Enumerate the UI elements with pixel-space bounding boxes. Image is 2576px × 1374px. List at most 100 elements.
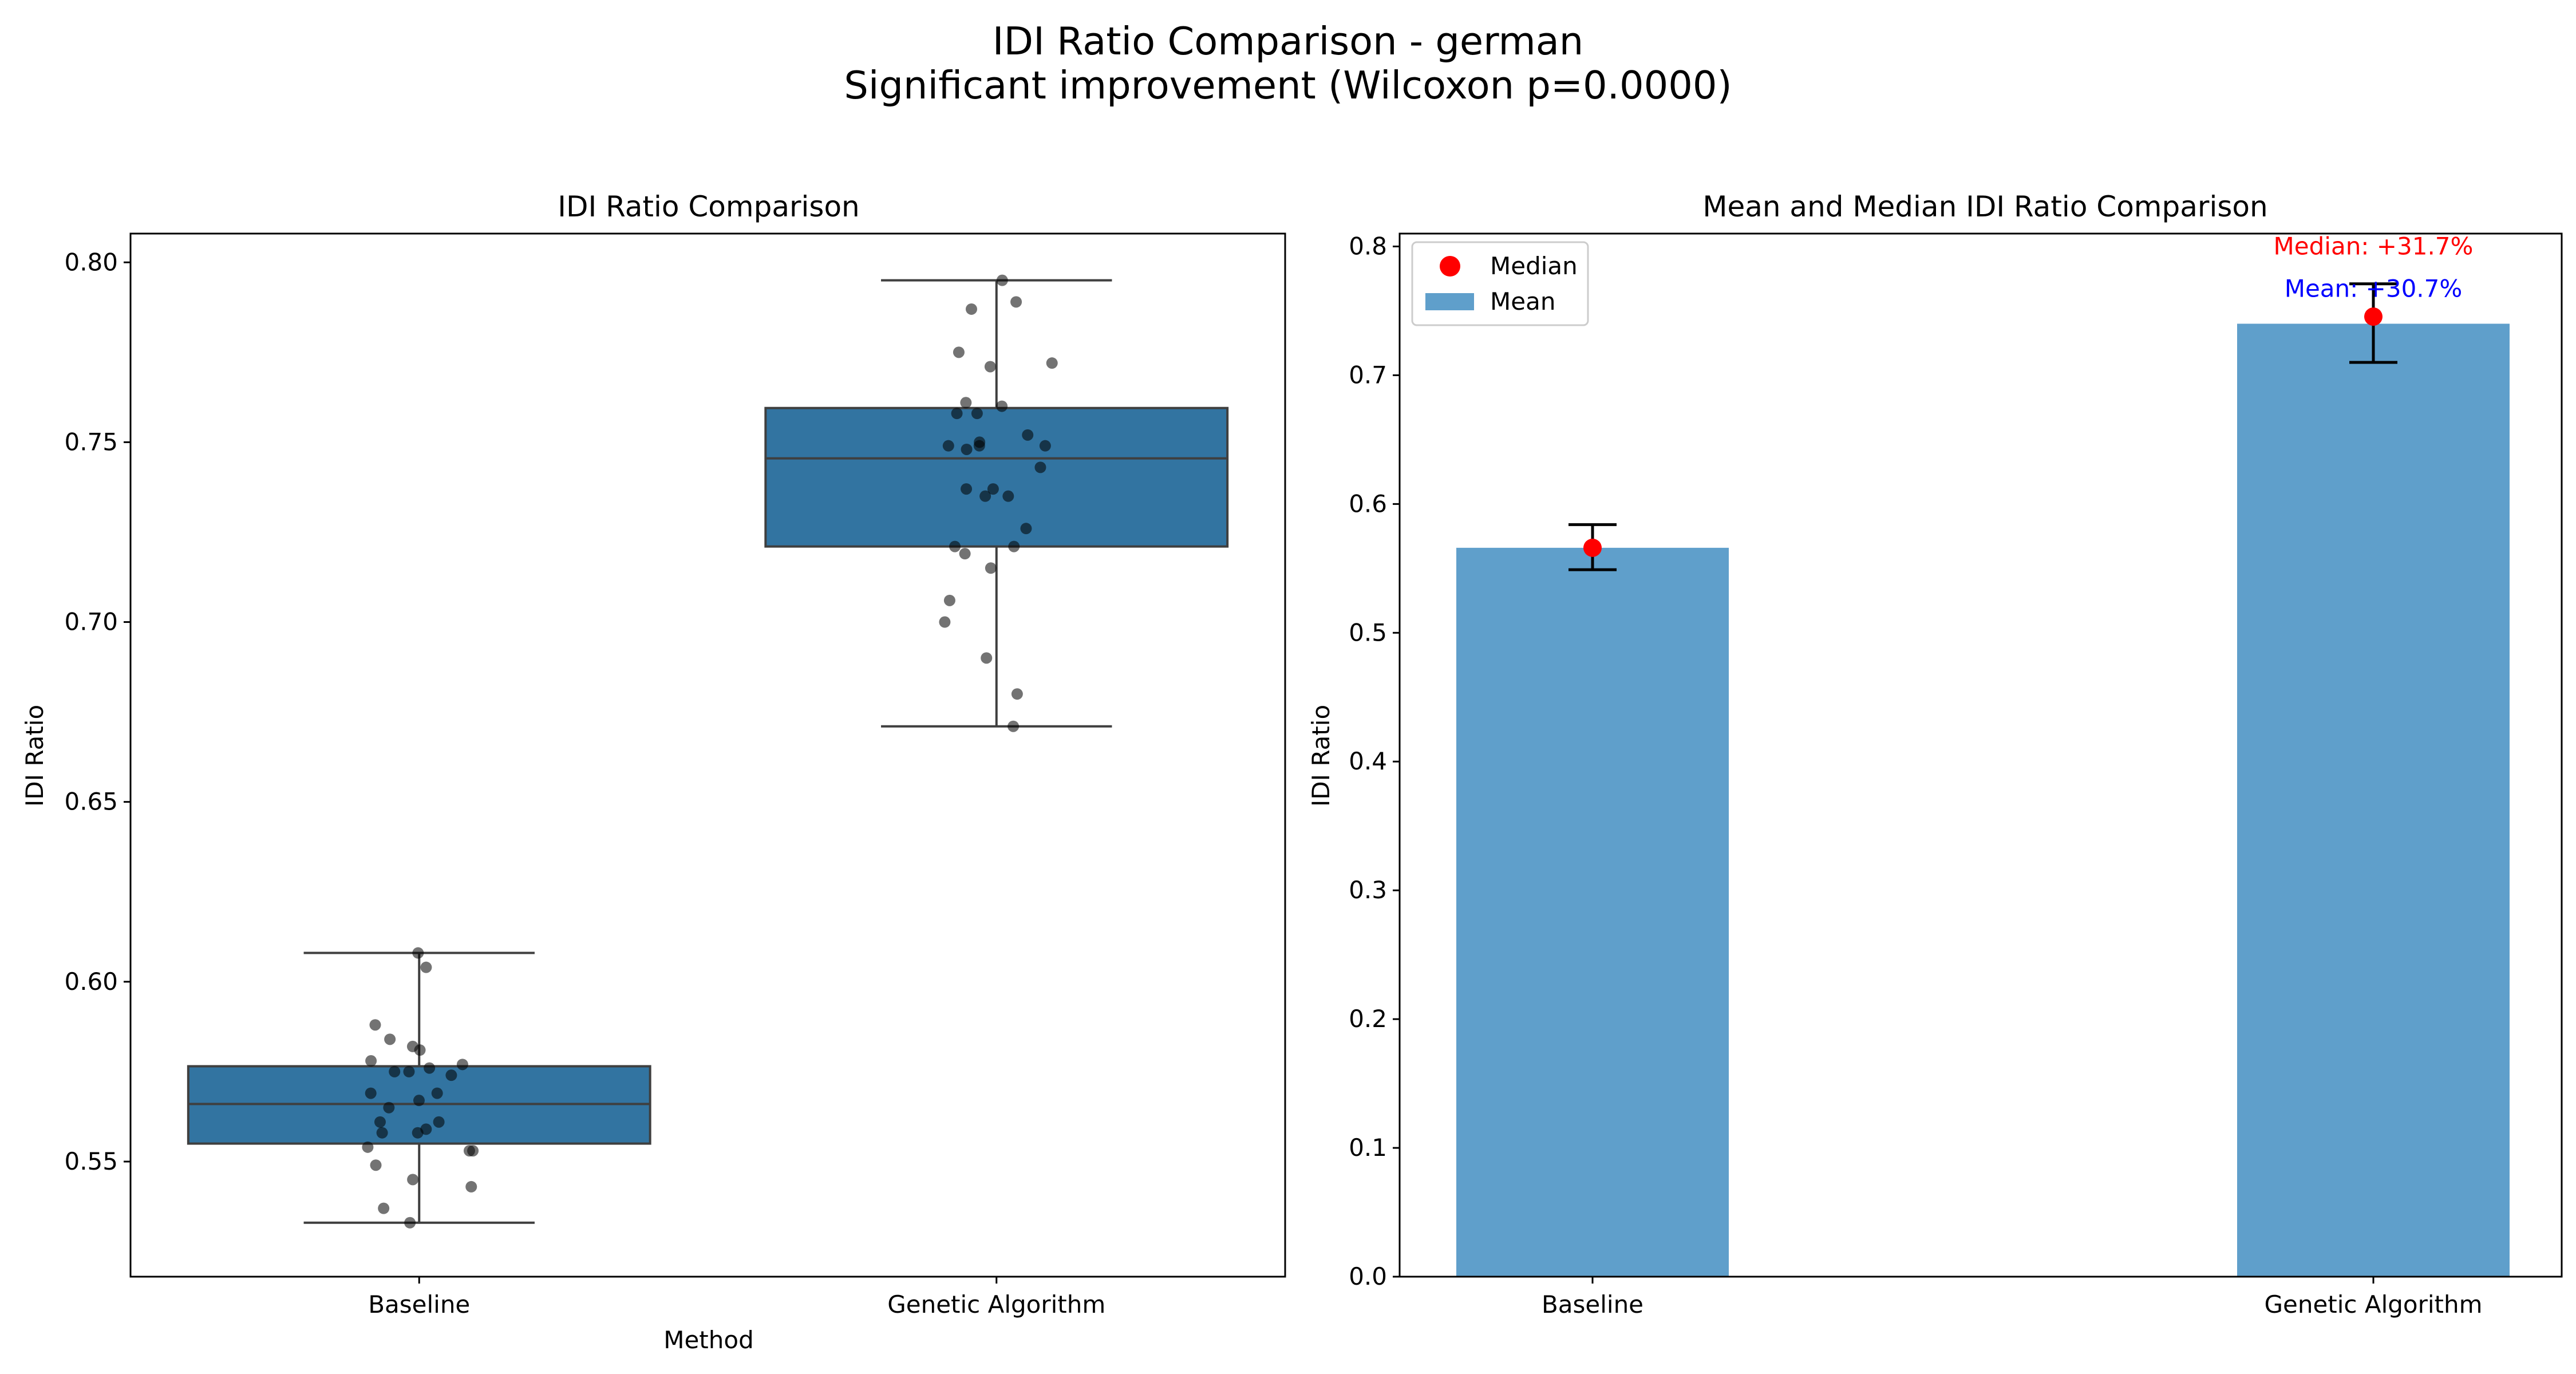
y-tick-label: 0.55 (64, 1147, 118, 1175)
bar-chart-title: Mean and Median IDI Ratio Comparison (1702, 190, 2267, 223)
data-point (378, 1202, 390, 1214)
data-point (996, 400, 1008, 412)
data-point (1008, 540, 1020, 552)
plot-frame (129, 232, 1286, 1278)
data-point (943, 594, 955, 606)
percent-change-annotation: Mean: +30.7% (2285, 275, 2463, 303)
y-tick-label: 0.80 (64, 248, 118, 276)
legend-mean-swatch (1425, 293, 1474, 310)
data-point (939, 616, 951, 628)
data-point (374, 1116, 386, 1128)
data-point (1039, 440, 1051, 452)
data-point (365, 1087, 377, 1099)
y-tick-label: 0.0 (1349, 1262, 1387, 1290)
data-point (467, 1145, 479, 1157)
median-marker (2364, 307, 2383, 326)
data-point (951, 408, 963, 420)
data-point (376, 1127, 388, 1139)
y-tick-label: 0.75 (64, 428, 118, 456)
suptitle-line-1: IDI Ratio Comparison - german (993, 19, 1584, 64)
bar-chart-y-axis-label: IDI Ratio (1307, 705, 1335, 807)
data-point (961, 443, 973, 455)
data-point (383, 1101, 395, 1114)
data-point (412, 947, 424, 959)
data-point (985, 562, 997, 574)
data-point (1046, 357, 1058, 369)
data-point (971, 408, 983, 420)
data-point (456, 1059, 468, 1071)
plot-frame (1398, 232, 2563, 1278)
box-plot-y-axis-label: IDI Ratio (21, 705, 49, 807)
bar-chart: Mean and Median IDI Ratio Comparison 0.0… (1307, 190, 2563, 1318)
data-point (412, 1127, 424, 1139)
data-point (404, 1217, 416, 1229)
box-plot-x-axis-label: Method (663, 1326, 754, 1354)
data-point (465, 1180, 477, 1193)
data-point (996, 274, 1008, 286)
data-point (433, 1116, 445, 1128)
data-point (953, 346, 965, 358)
y-tick-label: 0.4 (1349, 747, 1387, 775)
box-iqr (764, 406, 1229, 548)
data-point (389, 1065, 401, 1077)
legend: Median Mean (1411, 241, 1589, 326)
box-plot-chart: IDI Ratio Comparison 0.55 0.60 0.65 0.70 0.7… (21, 190, 1286, 1354)
data-point (362, 1141, 374, 1153)
data-point (413, 1095, 425, 1107)
y-tick-label: 0.65 (64, 788, 118, 816)
x-tick-label: Genetic Algorithm (887, 1290, 1105, 1318)
box-plot-title: IDI Ratio Comparison (558, 190, 860, 223)
data-point (431, 1087, 443, 1099)
data-point (403, 1065, 415, 1077)
data-point (965, 303, 977, 315)
data-point (960, 397, 972, 409)
percent-change-annotation: Median: +31.7% (2274, 232, 2474, 260)
legend-median-marker (1440, 256, 1460, 277)
y-tick-label: 0.5 (1349, 618, 1387, 646)
data-point (369, 1019, 381, 1031)
mean-bar (2237, 323, 2510, 1277)
y-tick-label: 0.1 (1349, 1134, 1387, 1162)
bar-plot-area: 0.0 0.1 0.2 0.3 0.4 0.5 0.6 0.7 0.8 Baseline Genet… (1349, 232, 2563, 1318)
data-point (1034, 461, 1046, 473)
legend-median-label: Median (1490, 252, 1578, 280)
data-point (370, 1159, 382, 1171)
median-marker (1583, 538, 1602, 557)
data-point (1008, 720, 1020, 732)
data-point (942, 440, 954, 452)
data-point (959, 548, 971, 560)
x-tick-label: Baseline (368, 1290, 470, 1318)
data-point (445, 1069, 457, 1081)
data-point (961, 483, 973, 495)
x-tick-label: Genetic Algorithm (2264, 1290, 2482, 1318)
data-point (1002, 490, 1014, 502)
data-point (1011, 688, 1023, 700)
y-tick-label: 0.7 (1349, 361, 1387, 389)
data-point (979, 490, 991, 502)
y-tick-label: 0.6 (1349, 489, 1387, 518)
data-point (1010, 296, 1022, 308)
data-point (981, 652, 993, 664)
box-plot-area: 0.55 0.60 0.65 0.70 0.75 0.80 Baseline Genetic … (64, 232, 1286, 1318)
data-point (424, 1062, 436, 1074)
data-point (414, 1044, 426, 1056)
y-tick-label: 0.3 (1349, 876, 1387, 904)
suptitle-line-2: Significant improvement (Wilcoxon p=0.00… (844, 63, 1732, 108)
y-tick-label: 0.2 (1349, 1005, 1387, 1033)
y-tick-label: 0.60 (64, 968, 118, 996)
x-tick-label: Baseline (1542, 1290, 1643, 1318)
data-point (1022, 429, 1034, 441)
legend-mean-label: Mean (1490, 287, 1555, 315)
data-point (365, 1055, 377, 1067)
data-point (973, 440, 985, 452)
data-point (1020, 523, 1032, 535)
data-point (949, 540, 961, 552)
data-point (984, 361, 996, 373)
data-point (384, 1033, 396, 1045)
y-tick-label: 0.8 (1349, 232, 1387, 260)
data-point (407, 1174, 419, 1186)
data-point (987, 483, 999, 495)
mean-bar (1456, 547, 1729, 1277)
y-tick-label: 0.70 (64, 608, 118, 636)
